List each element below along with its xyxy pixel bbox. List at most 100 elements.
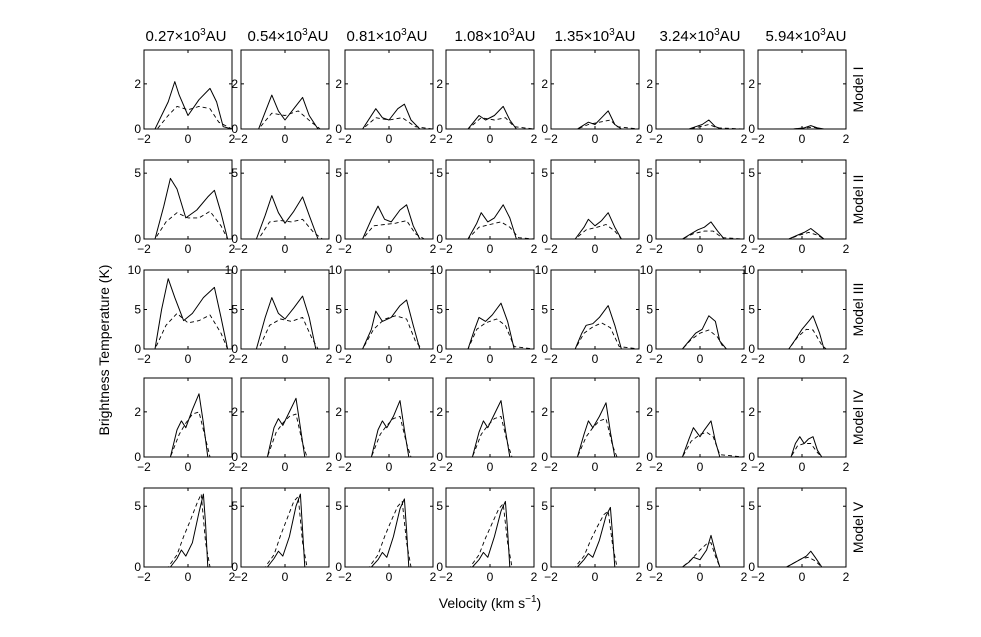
y-tick-label: 10	[535, 263, 549, 277]
y-tick-label: 0	[335, 122, 342, 136]
x-tick-label: −2	[544, 242, 558, 256]
y-tick-label: 5	[748, 166, 755, 180]
y-tick-label: 5	[646, 499, 653, 513]
x-tick-label: 2	[741, 242, 748, 256]
panel: −2 0 202	[748, 377, 850, 474]
solid-series-line	[241, 397, 329, 458]
column-header: 0.81×103AU	[346, 27, 427, 45]
x-tick-label: 0	[386, 460, 393, 474]
y-tick-label: 0	[134, 122, 141, 136]
x-tick-label: 0	[185, 460, 192, 474]
y-tick-label: 0	[646, 232, 653, 246]
y-tick-label: 0	[134, 342, 141, 356]
y-tick-label: 2	[541, 405, 548, 419]
y-tick-label: 0	[748, 342, 755, 356]
panel-frame	[757, 49, 847, 130]
x-tick-label: −2	[751, 132, 765, 146]
dashed-series-line	[241, 218, 329, 240]
column-header: 1.08×103AU	[454, 27, 535, 45]
y-tick-label: 0	[231, 232, 238, 246]
panel-frame	[344, 49, 434, 130]
x-tick-label: 0	[282, 242, 289, 256]
x-tick-label: 0	[487, 132, 494, 146]
y-tick-label: 0	[541, 122, 548, 136]
x-tick-label: 2	[843, 352, 850, 366]
y-tick-label: 2	[231, 77, 238, 91]
solid-series-line	[241, 493, 329, 568]
solid-series-line	[758, 315, 846, 350]
dashed-series-line	[241, 110, 329, 130]
x-tick-label: 2	[531, 132, 538, 146]
y-tick-label: 0	[134, 560, 141, 574]
x-tick-label: 0	[282, 460, 289, 474]
y-tick-label: 5	[335, 303, 342, 317]
panel-frame	[240, 487, 330, 568]
x-tick-label: −2	[544, 352, 558, 366]
panel: −2 0 202	[231, 377, 333, 474]
panel: −2 0 202	[134, 49, 236, 146]
solid-series-line	[446, 302, 534, 350]
x-tick-label: 2	[326, 352, 333, 366]
panel-frame	[143, 49, 233, 130]
solid-series-line	[241, 195, 329, 240]
panel: −2 0 205	[748, 487, 850, 584]
solid-series-line	[656, 420, 744, 458]
solid-series-line	[656, 315, 744, 350]
x-tick-label: 0	[282, 570, 289, 584]
x-tick-label: −2	[751, 242, 765, 256]
dashed-series-line	[758, 328, 846, 350]
y-tick-label: 0	[748, 450, 755, 464]
y-tick-label: 5	[231, 166, 238, 180]
column-headers: 0.27×103AU 0.54×103AU 0.81×103AU 1.08×103AU…	[145, 27, 846, 45]
x-tick-label: 2	[430, 460, 437, 474]
column-header: 5.94×103AU	[765, 27, 846, 45]
dashed-series-line	[144, 210, 232, 240]
dashed-series-line	[551, 322, 640, 350]
dashed-series-line	[345, 315, 433, 350]
panel-frame	[445, 377, 535, 458]
solid-series-line	[551, 402, 639, 458]
panel-frame	[655, 377, 745, 458]
dashed-series-line	[551, 418, 639, 458]
panel: −2 0 205	[134, 159, 236, 256]
y-tick-label: 0	[541, 232, 548, 246]
dashed-series-line	[551, 510, 639, 568]
y-tick-label: 2	[541, 77, 548, 91]
x-axis-label: Velocity (km s−1)	[439, 594, 541, 611]
panel-frame	[445, 159, 535, 240]
dashed-series-line	[446, 415, 534, 458]
x-tick-label: −2	[137, 242, 151, 256]
panel: −2 0 205	[436, 159, 538, 256]
x-tick-label: −2	[439, 132, 453, 146]
row-label: Model I	[850, 67, 866, 113]
y-tick-label: 5	[134, 166, 141, 180]
row-label: Model IV	[850, 389, 866, 445]
panel: −2 0 205	[646, 487, 748, 584]
y-tick-label: 0	[436, 232, 443, 246]
x-tick-label: 0	[799, 242, 806, 256]
panel-frame	[240, 377, 330, 458]
dashed-series-line	[144, 493, 232, 568]
y-tick-label: 10	[128, 263, 142, 277]
x-tick-label: −2	[439, 460, 453, 474]
x-tick-label: −2	[544, 460, 558, 474]
x-tick-label: −2	[338, 570, 352, 584]
x-tick-label: 0	[386, 570, 393, 584]
x-tick-label: −2	[439, 570, 453, 584]
y-tick-label: 0	[646, 342, 653, 356]
x-tick-label: 0	[487, 460, 494, 474]
panel-frame	[240, 269, 330, 350]
row-label: Model III	[850, 283, 866, 337]
x-tick-label: 2	[741, 570, 748, 584]
x-tick-label: 0	[487, 242, 494, 256]
y-tick-label: 5	[748, 499, 755, 513]
panel: −2 0 202	[436, 49, 538, 146]
panel: −2 0 205	[231, 487, 333, 584]
y-tick-label: 2	[748, 77, 755, 91]
y-tick-label: 0	[231, 342, 238, 356]
x-tick-label: 2	[326, 242, 333, 256]
y-tick-label: 10	[640, 263, 654, 277]
y-tick-label: 5	[541, 499, 548, 513]
solid-series-line	[241, 94, 329, 130]
